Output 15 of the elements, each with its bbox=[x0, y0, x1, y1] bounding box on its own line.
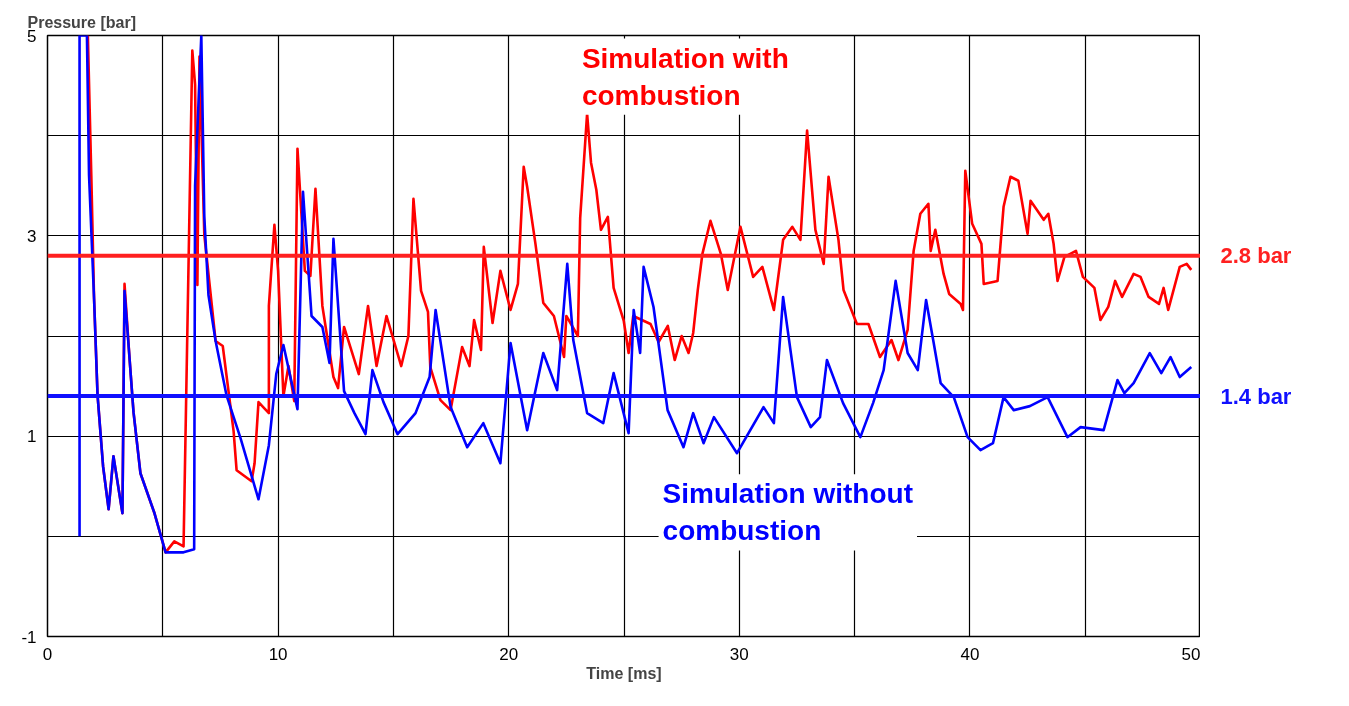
x-tick-label: 40 bbox=[960, 644, 980, 664]
series-label: Simulation without combustion bbox=[662, 478, 914, 547]
x-tick-label: 10 bbox=[268, 644, 288, 664]
y-axis-title: Pressure [bar] bbox=[27, 13, 136, 31]
series-label: Simulation with combustion bbox=[581, 42, 789, 111]
ref-line-label: 1.4 bar bbox=[1220, 383, 1292, 409]
y-tick-label: -1 bbox=[21, 627, 37, 647]
x-tick-label: 0 bbox=[42, 644, 53, 664]
x-tick-label: 30 bbox=[729, 644, 749, 664]
x-axis-title: Time [ms] bbox=[586, 664, 662, 682]
ref-line-label: 2.8 bar bbox=[1220, 243, 1292, 269]
y-tick-label: 1 bbox=[27, 427, 37, 447]
y-tick-label: 3 bbox=[27, 226, 37, 246]
x-tick-label: 50 bbox=[1181, 644, 1201, 664]
x-tick-label: 20 bbox=[499, 644, 519, 664]
